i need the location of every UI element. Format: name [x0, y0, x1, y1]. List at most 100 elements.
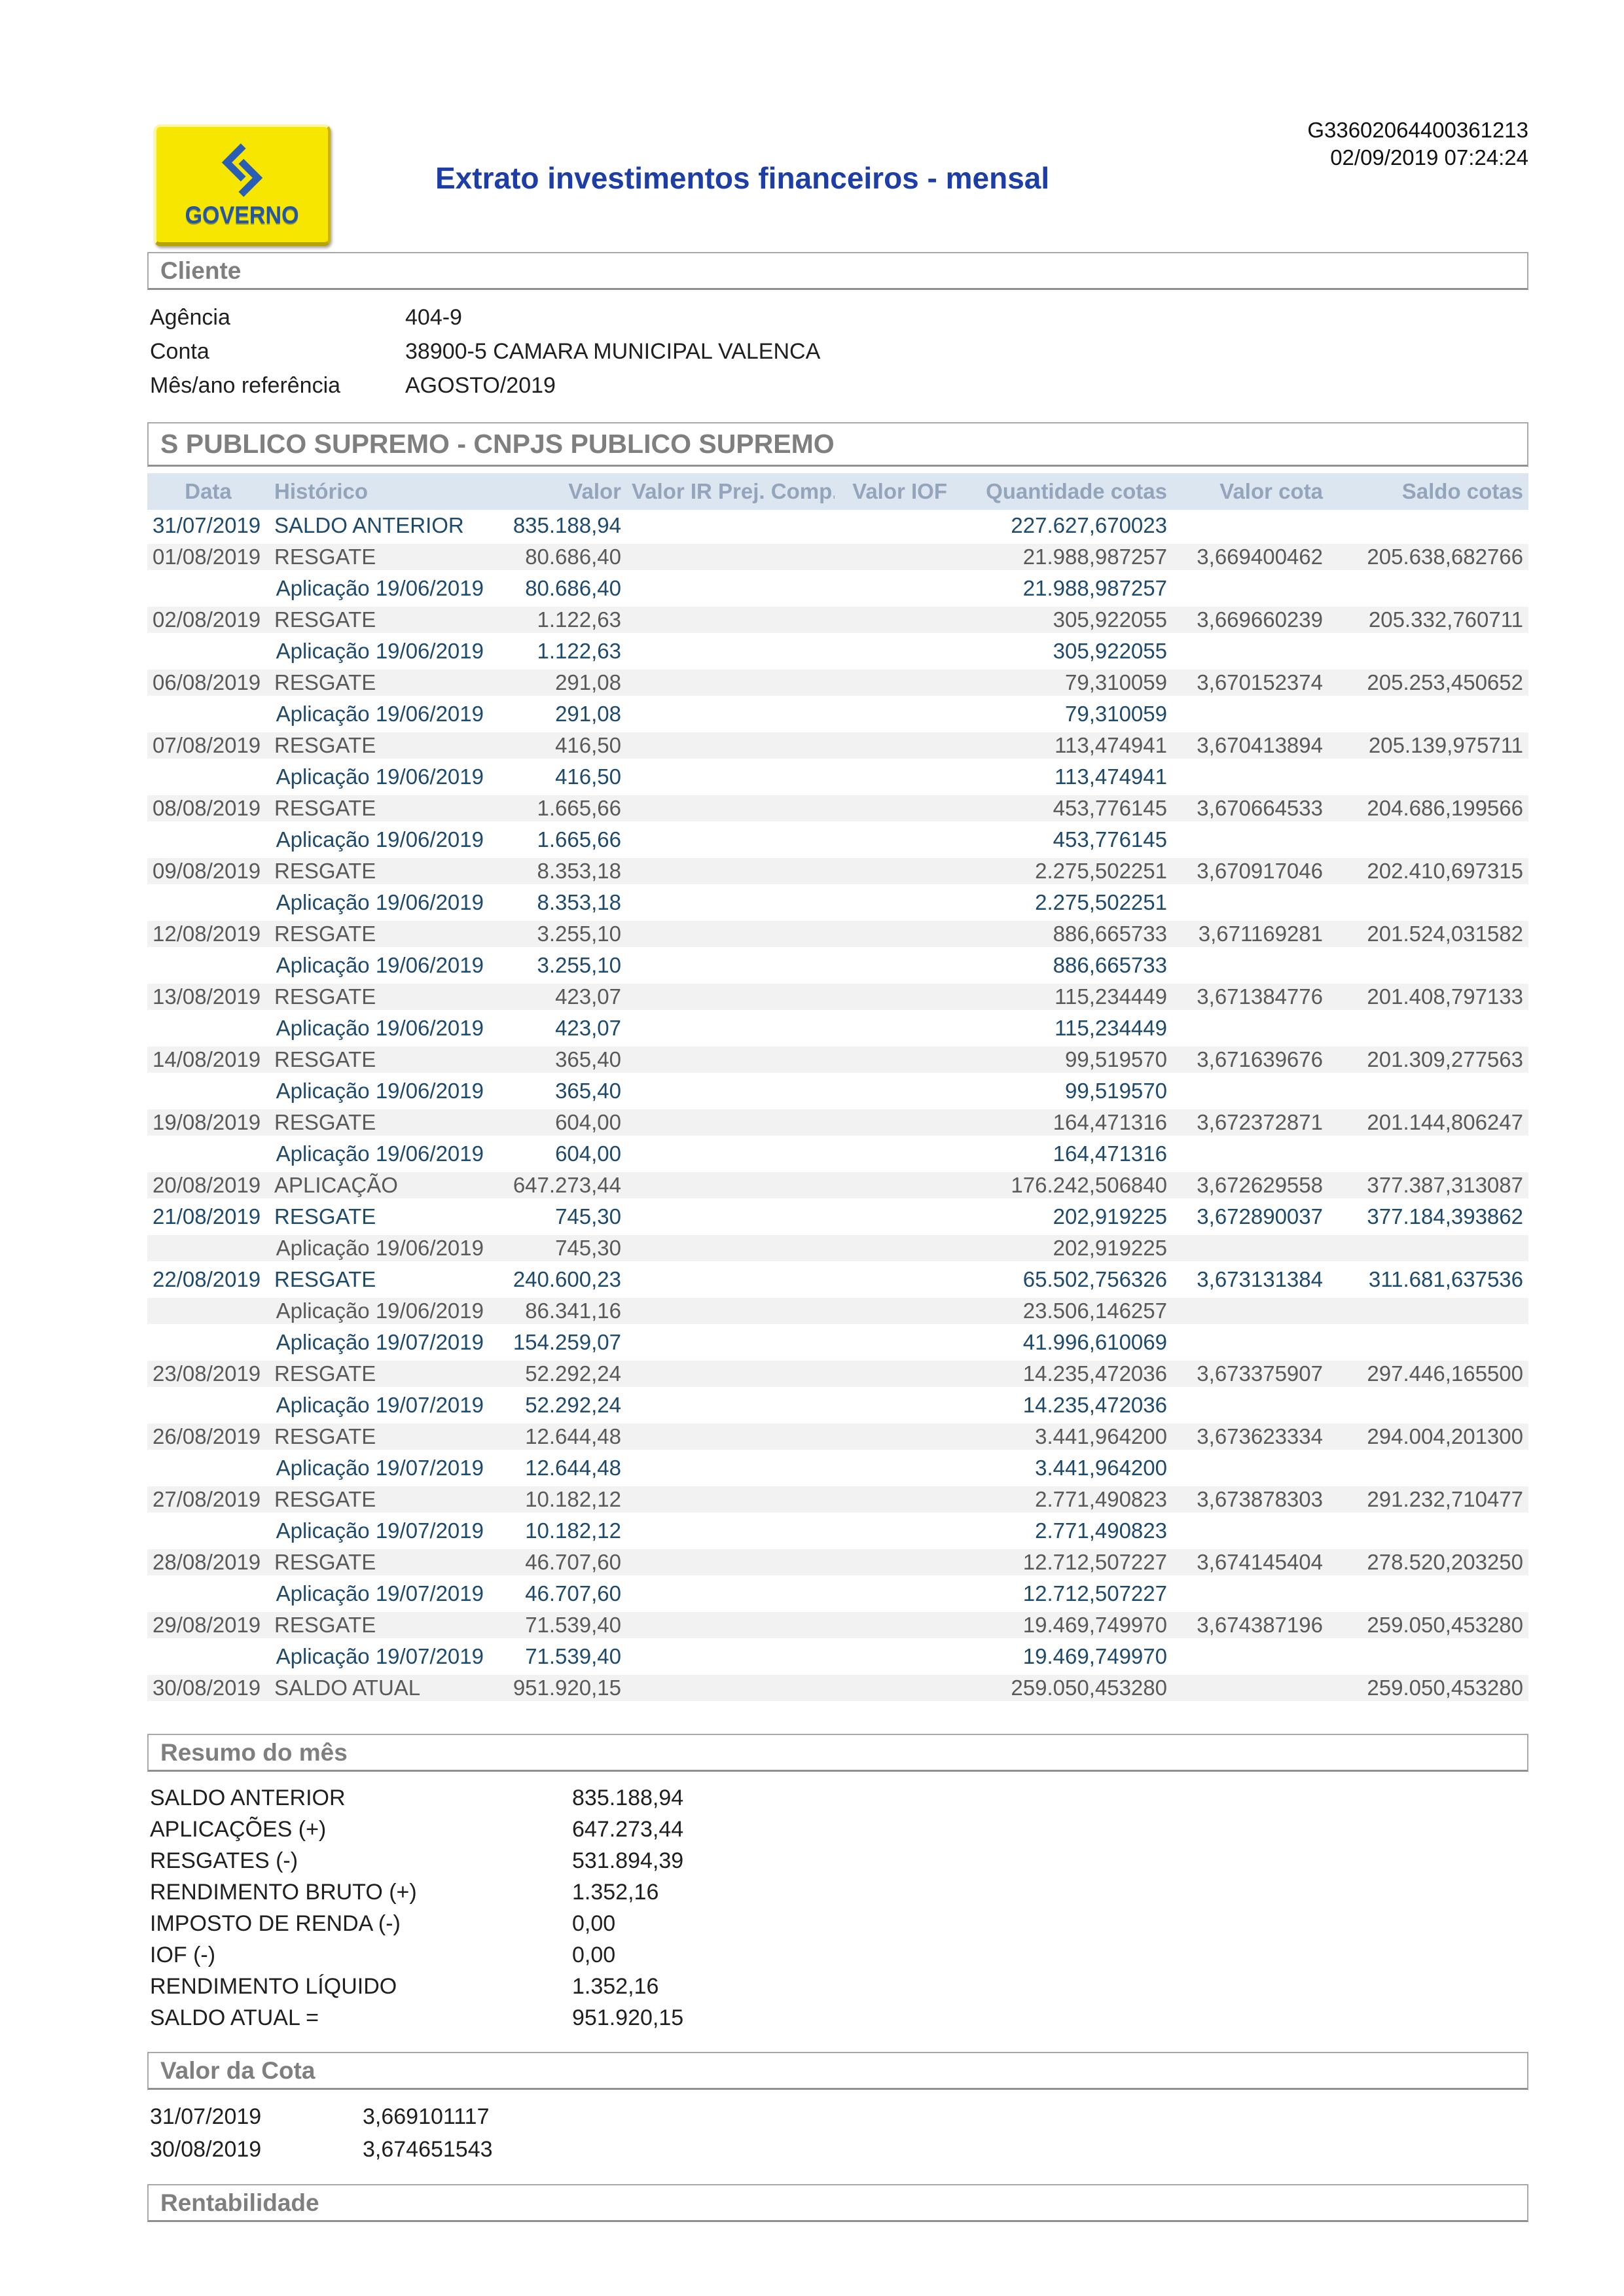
cell-data: 26/08/2019: [153, 1424, 261, 1448]
cell-quantidade-cotas: 202,919225: [1053, 1204, 1167, 1229]
cell-valor: 745,30: [555, 1204, 621, 1229]
resumo-label: APLICAÇÕES (+): [150, 1817, 327, 1842]
cell-quantidade-cotas: 19.469,749970: [1022, 1644, 1167, 1668]
resumo-label: RENDIMENTO BRUTO (+): [150, 1880, 417, 1905]
cell-saldo-cotas: 294.004,201300: [1367, 1424, 1523, 1448]
cell-historico: Aplicação 19/07/2019: [276, 1644, 484, 1668]
section-resumo: Resumo do mês: [147, 1734, 1528, 1772]
cell-saldo-cotas: 259.050,453280: [1367, 1613, 1523, 1637]
column-header-valor-iof: Valor IOF: [852, 479, 947, 503]
cell-data: 01/08/2019: [153, 545, 261, 569]
table-row: 22/08/2019 RESGATE 240.600,23 65.502,756326…: [147, 1264, 1528, 1295]
resumo-label: SALDO ATUAL =: [150, 2005, 319, 2030]
cell-data: 19/08/2019: [153, 1110, 261, 1134]
field-value: AGOSTO/2019: [405, 373, 556, 398]
cell-valor: 291,08: [555, 702, 621, 726]
cell-valor: 647.273,44: [513, 1173, 621, 1197]
cota-value: 3,674651543: [363, 2137, 493, 2162]
table-row: Aplicação 19/07/2019 71.539,40 19.469,7499…: [147, 1641, 1528, 1672]
table-row: 07/08/2019 RESGATE 416,50 113,474941 3,67041…: [147, 730, 1528, 761]
cell-quantidade-cotas: 14.235,472036: [1022, 1361, 1167, 1386]
cell-historico: RESGATE: [274, 1550, 376, 1574]
cell-quantidade-cotas: 886,665733: [1053, 953, 1167, 977]
cell-valor: 80.686,40: [525, 576, 621, 600]
cell-quantidade-cotas: 115,234449: [1055, 1016, 1167, 1040]
cell-quantidade-cotas: 113,474941: [1055, 733, 1167, 757]
cell-valor: 291,08: [555, 670, 621, 694]
cell-quantidade-cotas: 113,474941: [1055, 764, 1167, 789]
cell-valor: 46.707,60: [525, 1581, 621, 1605]
cell-valor: 423,07: [555, 1016, 621, 1040]
section-cliente: Cliente: [147, 252, 1528, 290]
cell-valor: 8.353,18: [537, 890, 621, 914]
cell-valor: 12.644,48: [525, 1456, 621, 1480]
movements-table: Data Histórico Valor Valor IR Prej. Comp. Va…: [147, 473, 1528, 1704]
cell-valor: 416,50: [555, 764, 621, 789]
table-row: Aplicação 19/06/2019 416,50 113,474941: [147, 761, 1528, 793]
resumo-value: 1.352,16: [572, 1974, 659, 1999]
cell-data: 02/08/2019: [153, 607, 261, 632]
column-header-valor: Valor: [568, 479, 621, 503]
resumo-value: 531.894,39: [572, 1848, 684, 1873]
cell-historico: Aplicação 19/06/2019: [276, 1141, 484, 1166]
cell-valor: 835.188,94: [513, 513, 621, 537]
cell-quantidade-cotas: 164,471316: [1053, 1110, 1167, 1134]
table-row: 12/08/2019 RESGATE 3.255,10 886,665733 3,671…: [147, 918, 1528, 950]
cell-historico: RESGATE: [274, 1487, 376, 1511]
table-row: 08/08/2019 RESGATE 1.665,66 453,776145 3,670…: [147, 793, 1528, 824]
table-row: Aplicação 19/06/2019 604,00 164,471316: [147, 1138, 1528, 1170]
table-row: 01/08/2019 RESGATE 80.686,40 21.988,987257 3…: [147, 541, 1528, 573]
table-row: Aplicação 19/06/2019 365,40 99,519570: [147, 1075, 1528, 1107]
cell-valor: 3.255,10: [537, 922, 621, 946]
cell-historico: RESGATE: [274, 670, 376, 694]
table-row: 19/08/2019 RESGATE 604,00 164,471316 3,67237…: [147, 1107, 1528, 1138]
cell-valor-cota: 3,673623334: [1197, 1424, 1323, 1448]
cell-valor: 86.341,16: [525, 1299, 621, 1323]
cell-valor-cota: 3,673131384: [1197, 1267, 1323, 1291]
cell-historico: Aplicação 19/07/2019: [276, 1456, 484, 1480]
cell-saldo-cotas: 201.408,797133: [1367, 984, 1523, 1009]
cell-valor: 71.539,40: [525, 1613, 621, 1637]
cell-quantidade-cotas: 115,234449: [1055, 984, 1167, 1009]
resumo-row: IMPOSTO DE RENDA (-) 0,00: [150, 1908, 1528, 1939]
table-row: 30/08/2019 SALDO ATUAL 951.920,15 259.050,4…: [147, 1672, 1528, 1704]
cell-historico: Aplicação 19/06/2019: [276, 827, 484, 852]
cell-historico: Aplicação 19/06/2019: [276, 1016, 484, 1040]
cell-data: 20/08/2019: [153, 1173, 261, 1197]
table-row: 23/08/2019 RESGATE 52.292,24 14.235,472036 3…: [147, 1358, 1528, 1390]
cell-quantidade-cotas: 202,919225: [1053, 1236, 1167, 1260]
cota-date: 31/07/2019: [150, 2104, 262, 2129]
bank-emblem-icon: [221, 143, 263, 197]
cell-valor: 46.707,60: [525, 1550, 621, 1574]
field-label: Conta: [150, 339, 209, 364]
valor-cota-row: 31/07/2019 3,669101117: [150, 2100, 1528, 2133]
cell-valor: 365,40: [555, 1047, 621, 1071]
cell-historico: Aplicação 19/06/2019: [276, 1299, 484, 1323]
column-header-saldo-cotas: Saldo cotas: [1401, 479, 1523, 503]
section-rentabilidade: Rentabilidade: [147, 2184, 1528, 2222]
section-rentabilidade-title: Rentabilidade: [160, 2189, 319, 2216]
cell-valor-cota: 3,671639676: [1197, 1047, 1323, 1071]
cliente-field-row: Mês/ano referência AGOSTO/2019: [150, 368, 1528, 403]
field-value: 38900-5 CAMARA MUNICIPAL VALENCA: [405, 339, 821, 364]
cell-historico: SALDO ATUAL: [274, 1676, 421, 1700]
cell-valor: 52.292,24: [525, 1393, 621, 1417]
cell-saldo-cotas: 204.686,199566: [1367, 796, 1523, 820]
cell-saldo-cotas: 291.232,710477: [1367, 1487, 1523, 1511]
cell-quantidade-cotas: 2.275,502251: [1035, 890, 1167, 914]
cell-valor: 1.665,66: [537, 827, 621, 852]
cell-historico: RESGATE: [274, 1424, 376, 1448]
cell-saldo-cotas: 201.524,031582: [1367, 922, 1523, 946]
cell-quantidade-cotas: 99,519570: [1065, 1079, 1167, 1103]
cell-historico: Aplicação 19/07/2019: [276, 1330, 484, 1354]
table-body: 31/07/2019 SALDO ANTERIOR 835.188,94 227.62…: [147, 510, 1528, 1704]
section-fund-title: S PUBLICO SUPREMO - CNPJS PUBLICO SUPREM…: [160, 429, 835, 459]
cell-historico: RESGATE: [274, 796, 376, 820]
cell-data: 06/08/2019: [153, 670, 261, 694]
resumo-row: APLICAÇÕES (+) 647.273,44: [150, 1814, 1528, 1845]
cell-quantidade-cotas: 65.502,756326: [1022, 1267, 1167, 1291]
cell-valor: 1.665,66: [537, 796, 621, 820]
cell-valor-cota: 3,670413894: [1197, 733, 1323, 757]
cliente-field-row: Conta 38900-5 CAMARA MUNICIPAL VALENCA: [150, 334, 1528, 368]
cell-quantidade-cotas: 2.771,490823: [1035, 1518, 1167, 1543]
